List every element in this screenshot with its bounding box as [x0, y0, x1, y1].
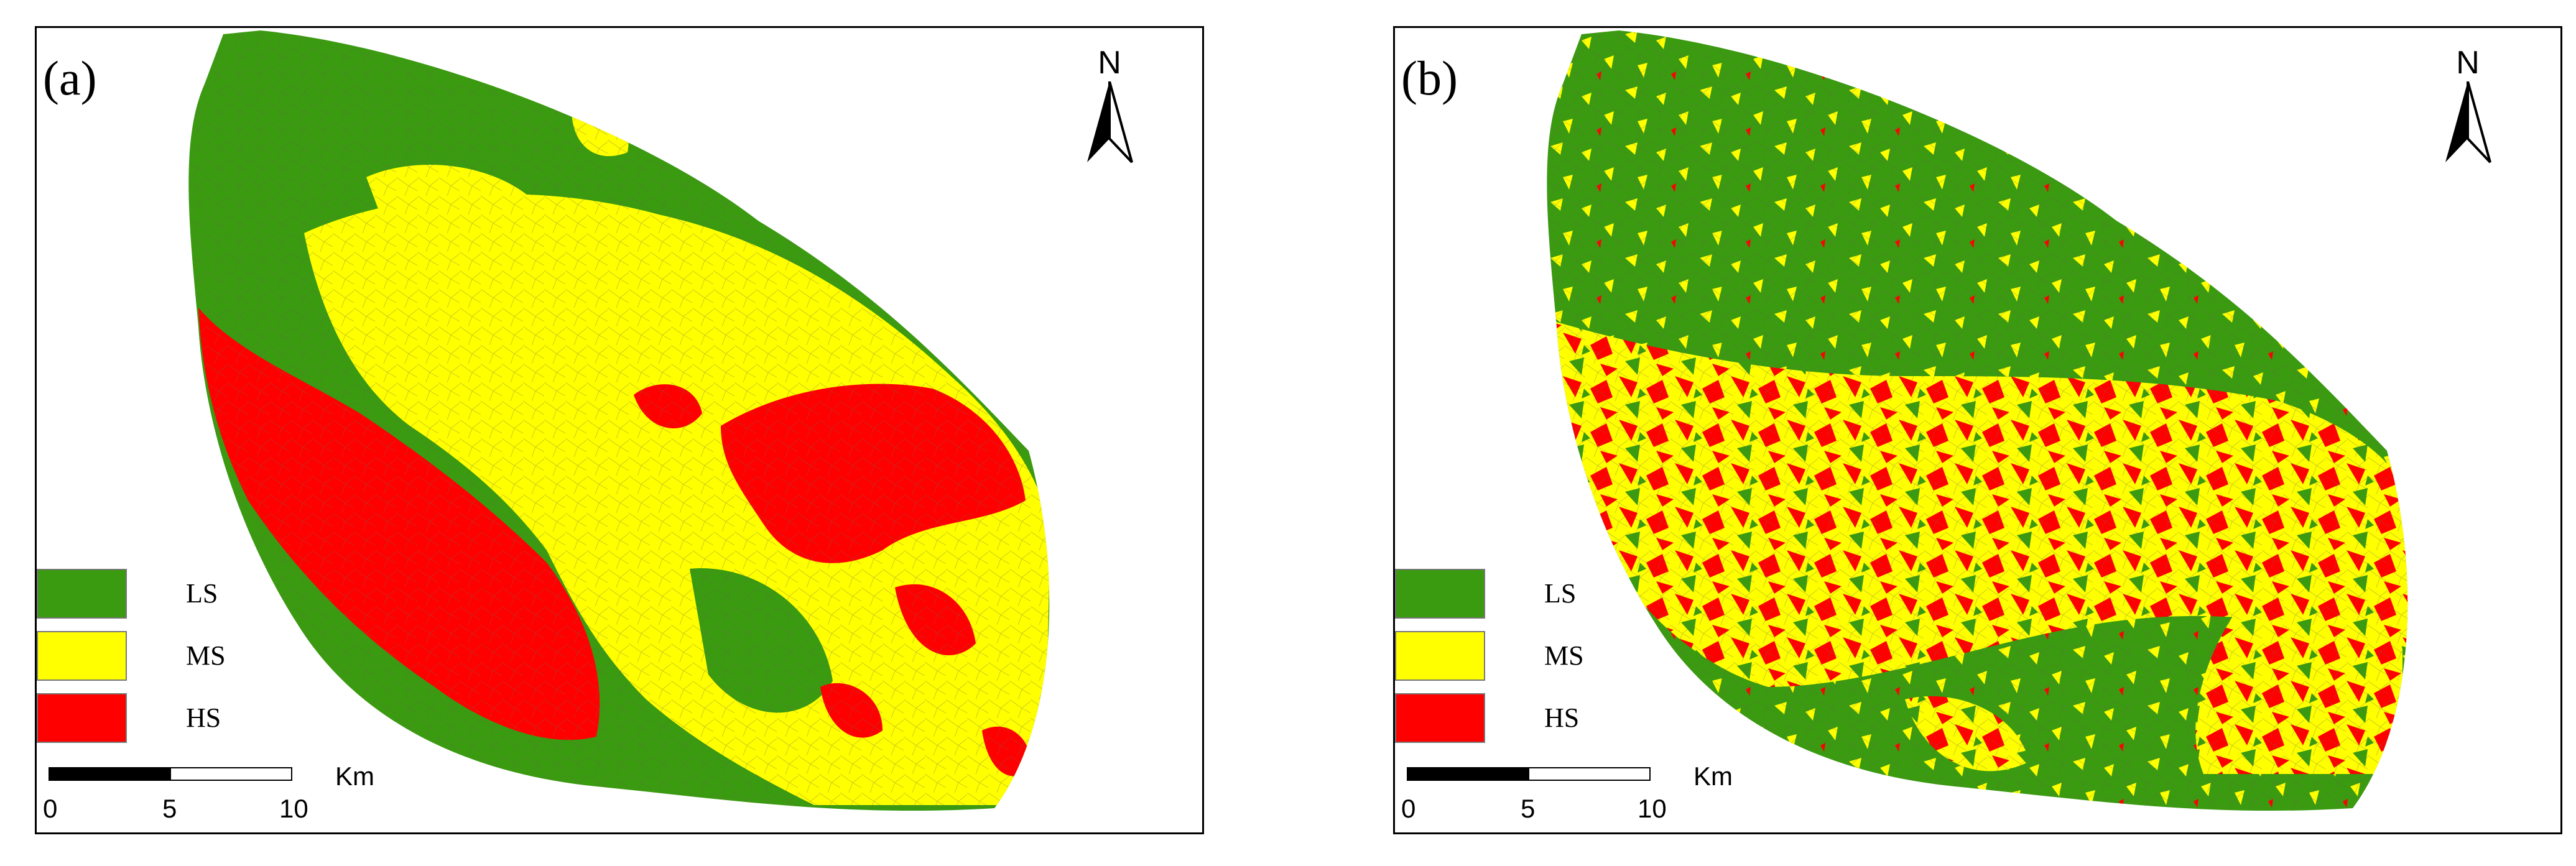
legend-swatch-ms	[1395, 631, 1485, 681]
legend-swatch-ms	[37, 631, 127, 681]
legend-label: HS	[186, 702, 221, 733]
legend-label: HS	[1544, 702, 1580, 733]
legend-item-ls: LS	[1395, 569, 1644, 619]
legend-swatch-ls	[1395, 569, 1485, 619]
scale-unit: Km	[1693, 762, 1733, 791]
legend-label: MS	[186, 640, 226, 671]
scale-tick: 0	[43, 794, 58, 823]
north-letter: N	[1098, 45, 1121, 81]
legend-item-hs: HS	[37, 693, 285, 743]
north-arrow: N	[2434, 47, 2502, 183]
north-arrow: N	[1075, 47, 1144, 183]
legend-item-hs: HS	[1395, 693, 1644, 743]
scale-bar: Km 0 5 10	[1401, 762, 1749, 830]
map-panel-b: (b) N LS MS HS Km 0 5 10	[1393, 26, 2562, 834]
panel-label: (a)	[43, 51, 97, 105]
scale-unit: Km	[335, 762, 374, 791]
scale-tick: 0	[1401, 794, 1416, 823]
legend-swatch-ls	[37, 569, 127, 619]
legend-item-ms: MS	[37, 631, 285, 681]
susceptibility-map-a	[188, 30, 1050, 811]
legend-label: MS	[1544, 640, 1584, 671]
legend-item-ls: LS	[37, 569, 285, 619]
scale-bar-graphic	[1407, 767, 1651, 781]
scale-tick: 10	[1638, 794, 1667, 823]
north-letter: N	[2456, 45, 2480, 81]
scale-bar-graphic	[49, 767, 292, 781]
susceptibility-map-b	[1547, 30, 2408, 811]
legend-swatch-hs	[37, 693, 127, 743]
legend-label: LS	[186, 578, 218, 609]
map-panel-a: (a) N LS MS HS Km 0 5 10	[35, 26, 1204, 834]
scale-tick: 10	[279, 794, 308, 823]
north-arrow-icon	[2445, 81, 2491, 164]
panel-label: (b)	[1401, 51, 1458, 105]
north-arrow-icon	[1087, 81, 1133, 164]
legend-swatch-hs	[1395, 693, 1485, 743]
legend-item-ms: MS	[1395, 631, 1644, 681]
scale-bar: Km 0 5 10	[43, 762, 391, 830]
scale-tick: 5	[1521, 794, 1536, 823]
scale-tick: 5	[162, 794, 177, 823]
legend-label: LS	[1544, 578, 1577, 609]
